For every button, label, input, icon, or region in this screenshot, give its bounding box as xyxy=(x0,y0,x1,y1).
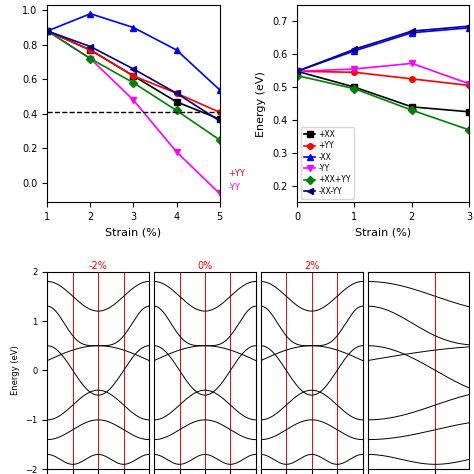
Title: 0%: 0% xyxy=(197,261,212,271)
Text: (a): (a) xyxy=(22,0,42,1)
Legend: +XX, +YY, -XX, -YY, +XX+YY, -XX-YY: +XX, +YY, -XX, -YY, +XX+YY, -XX-YY xyxy=(301,127,354,199)
X-axis label: Strain (%): Strain (%) xyxy=(355,228,411,237)
Text: (b): (b) xyxy=(254,0,274,1)
Text: +YY: +YY xyxy=(228,169,245,178)
Title: -2%: -2% xyxy=(89,261,108,271)
Title: 2%: 2% xyxy=(304,261,319,271)
Y-axis label: Energy (eV): Energy (eV) xyxy=(11,346,20,395)
X-axis label: Strain (%): Strain (%) xyxy=(105,228,162,237)
Y-axis label: Energy (eV): Energy (eV) xyxy=(256,71,266,137)
Text: -YY: -YY xyxy=(228,182,240,191)
